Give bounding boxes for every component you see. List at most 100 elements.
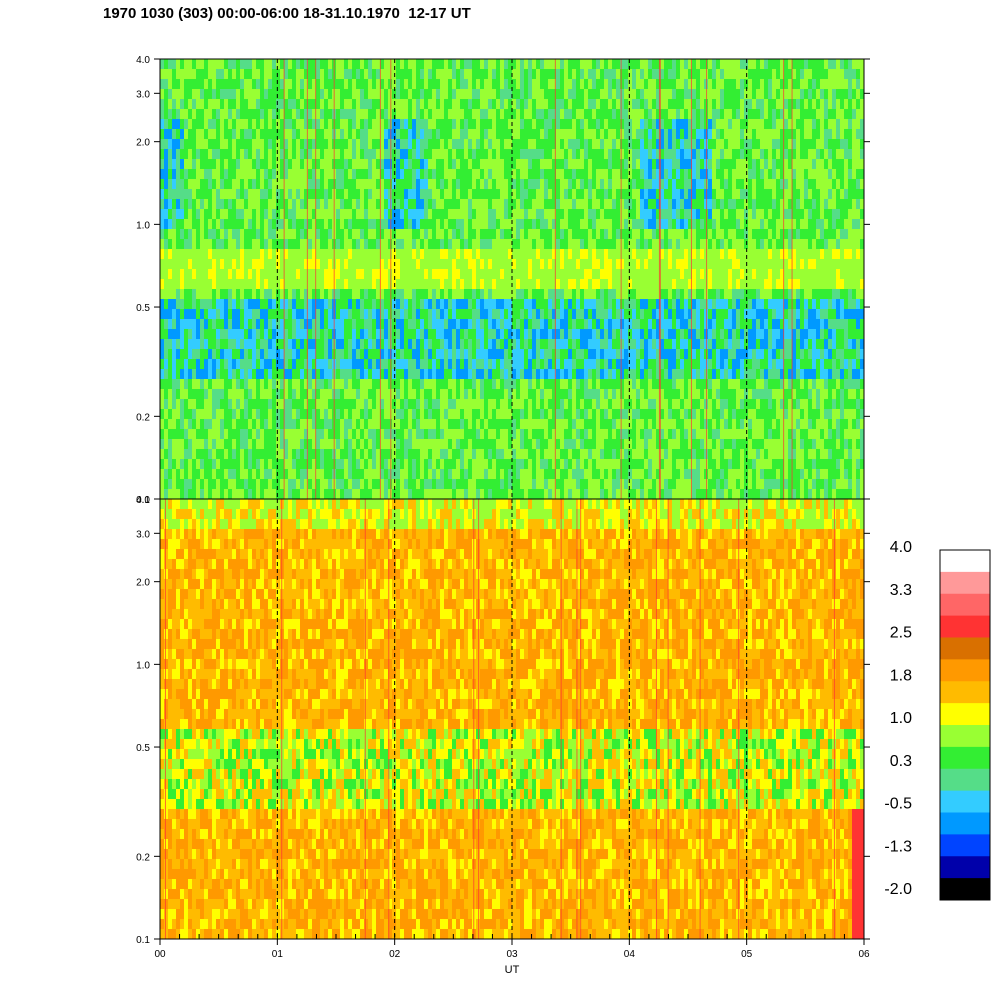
spectrogram-cell: [196, 299, 201, 310]
spectrogram-cell: [456, 399, 461, 410]
spectrogram-cell: [468, 349, 473, 360]
spectrogram-cell: [368, 359, 373, 370]
spectrogram-cell: [400, 179, 405, 190]
spectrogram-cell: [292, 239, 297, 250]
spectrogram-cell: [296, 69, 301, 80]
spectrogram-cell: [604, 329, 609, 340]
spectrogram-cell: [260, 159, 265, 170]
spectrogram-cell: [600, 289, 605, 300]
spectrogram-cell: [296, 389, 301, 400]
spectrogram-cell: [520, 199, 525, 210]
spectrogram-cell: [588, 329, 593, 340]
spectrogram-cell: [452, 199, 457, 210]
spectrogram-cell: [276, 409, 281, 420]
spectrogram-cell: [288, 129, 293, 140]
spectrogram-cell: [580, 369, 585, 380]
spectrogram-cell: [564, 459, 569, 470]
spectrogram-cell: [420, 219, 425, 230]
spectrogram-cell: [220, 319, 225, 330]
spectrogram-cell: [160, 379, 165, 390]
spectrogram-cell: [184, 69, 189, 80]
spectrogram-cell: [324, 459, 329, 470]
spectrogram-cell: [548, 409, 553, 420]
spectrogram-cell: [352, 269, 357, 280]
spectrogram-cell: [268, 239, 273, 250]
spectrogram-cell: [588, 149, 593, 160]
spectrogram-cell: [176, 259, 181, 270]
spectrogram-cell: [272, 319, 277, 330]
spectrogram-cell: [304, 299, 309, 310]
spectrogram-cell: [300, 389, 305, 400]
spectrogram-cell: [364, 379, 369, 390]
spectrogram-cell: [308, 229, 313, 240]
spectrogram-cell: [464, 229, 469, 240]
spectrogram-cell: [580, 259, 585, 270]
spectrogram-cell: [256, 349, 261, 360]
spectrogram-cell: [436, 89, 441, 100]
spectrogram-cell: [240, 129, 245, 140]
spectrogram-cell: [364, 259, 369, 270]
spectrogram-cell: [472, 99, 477, 110]
spectrogram-cell: [300, 59, 305, 70]
spectrogram-cell: [556, 79, 561, 90]
spectrogram-cell: [592, 419, 597, 430]
spectrogram-cell: [556, 459, 561, 470]
spectrogram-cell: [248, 59, 253, 70]
spectrogram-cell: [364, 129, 369, 140]
spectrogram-cell: [396, 249, 401, 260]
spectrogram-cell: [432, 489, 437, 499]
spectrogram-cell: [348, 299, 353, 310]
spectrogram-cell: [444, 149, 449, 160]
spectrogram-cell: [168, 139, 173, 150]
spectrogram-cell: [540, 139, 545, 150]
spectrogram-cell: [488, 189, 493, 200]
spectrogram-cell: [320, 489, 325, 499]
spectrogram-cell: [368, 379, 373, 390]
spectrogram-cell: [440, 209, 445, 220]
spectrogram-cell: [392, 129, 397, 140]
spectrogram-cell: [476, 459, 481, 470]
spectrogram-cell: [328, 139, 333, 150]
spectrogram-cell: [424, 479, 429, 490]
spectrogram-cell: [392, 59, 397, 70]
spectrogram-cell: [404, 459, 409, 470]
spectrogram-cell: [260, 119, 265, 130]
spectrogram-cell: [364, 169, 369, 180]
spectrogram-cell: [448, 399, 453, 410]
spectrogram-cell: [380, 59, 385, 70]
spectrogram-cell: [280, 329, 285, 340]
spectrogram-cell: [544, 359, 549, 370]
spectrogram-cell: [364, 459, 369, 470]
spectrogram-cell: [444, 339, 449, 350]
spectrogram-cell: [460, 59, 465, 70]
spectrogram-cell: [436, 269, 441, 280]
spectrogram-cell: [224, 359, 229, 370]
spectrogram-cell: [464, 239, 469, 250]
spectrogram-cell: [180, 209, 185, 220]
spectrogram-cell: [244, 169, 249, 180]
spectrogram-cell: [252, 79, 257, 90]
spectrogram-cell: [424, 249, 429, 260]
spectrogram-cell: [488, 139, 493, 150]
spectrogram-cell: [272, 449, 277, 460]
spectrogram-cell: [160, 99, 165, 110]
spectrogram-cell: [396, 159, 401, 170]
spectrogram-cell: [256, 429, 261, 440]
spectrogram-cell: [476, 229, 481, 240]
spectrogram-cell: [432, 309, 437, 320]
spectrogram-cell: [292, 119, 297, 130]
spectrogram-cell: [300, 289, 305, 300]
spectrogram-cell: [400, 379, 405, 390]
spectrogram-cell: [248, 149, 253, 160]
spectrogram-cell: [464, 159, 469, 170]
spectrogram-cell: [436, 429, 441, 440]
spectrogram-cell: [168, 69, 173, 80]
spectrogram-cell: [248, 99, 253, 110]
spectrogram-cell: [176, 99, 181, 110]
spectrogram-cell: [192, 389, 197, 400]
spectrogram-cell: [568, 399, 573, 410]
spectrogram-cell: [520, 149, 525, 160]
spectrogram-cell: [336, 209, 341, 220]
spectrogram-cell: [456, 439, 461, 450]
spectrogram-cell: [356, 409, 361, 420]
